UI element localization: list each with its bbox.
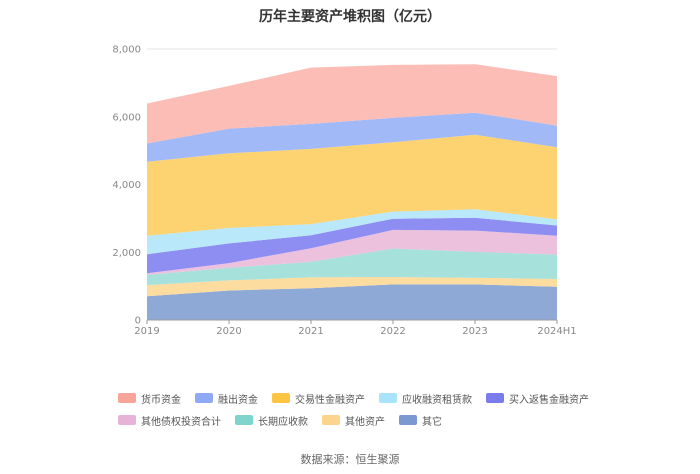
legend-swatch <box>118 393 136 403</box>
area-series <box>147 229 557 275</box>
y-tick-label: 4,000 <box>112 180 141 191</box>
legend-label: 融出资金 <box>218 394 258 406</box>
y-tick-label: 6,000 <box>112 112 141 123</box>
area-series <box>147 209 557 255</box>
legend-item[interactable]: 应收融资租赁款 <box>379 387 472 409</box>
area-series <box>147 277 557 297</box>
legend-swatch <box>486 393 504 403</box>
legend-item[interactable]: 买入返售金融资产 <box>486 387 589 409</box>
legend-label: 长期应收款 <box>258 416 308 428</box>
legend-label: 其它 <box>422 416 442 428</box>
axis-layer: 0 2,000 4,000 6,000 8,000 2019 2020 2021 2022 202… <box>112 45 576 338</box>
legend-swatch <box>272 393 290 403</box>
x-tick-label: 2019 <box>134 326 159 337</box>
x-tick-label: 2021 <box>298 326 323 337</box>
legend-label: 其他债权投资合计 <box>141 416 221 428</box>
area-series <box>147 64 557 144</box>
area-series <box>147 284 557 320</box>
area-layer <box>147 64 557 320</box>
legend-item[interactable]: 长期应收款 <box>235 409 308 431</box>
legend-swatch <box>322 415 340 425</box>
chart-title: 历年主要资产堆积图（亿元） <box>259 9 441 25</box>
x-tick-label: 2022 <box>380 326 405 337</box>
legend-swatch <box>235 415 253 425</box>
legend-item[interactable]: 融出资金 <box>195 387 258 409</box>
chart-legend: 货币资金 融出资金 交易性金融资产 应收融资租赁款 买入返售金融资产其他债权投资合计 长期… <box>118 387 638 431</box>
legend-item[interactable]: 其他资产 <box>322 409 385 431</box>
legend-label: 交易性金融资产 <box>295 394 365 406</box>
legend-item[interactable]: 交易性金融资产 <box>272 387 365 409</box>
area-series <box>147 217 557 274</box>
area-series <box>147 134 557 236</box>
legend-label: 买入返售金融资产 <box>509 394 589 406</box>
legend-row: 其他债权投资合计 长期应收款 其他资产 其它 <box>118 409 638 431</box>
x-tick-label: 2023 <box>462 326 487 337</box>
legend-item[interactable]: 其他债权投资合计 <box>118 409 221 431</box>
x-tick-label: 2020 <box>216 326 241 337</box>
legend-item[interactable]: 货币资金 <box>118 387 181 409</box>
legend-row: 货币资金 融出资金 交易性金融资产 应收融资租赁款 买入返售金融资产 <box>118 387 638 409</box>
legend-swatch <box>399 415 417 425</box>
legend-swatch <box>118 415 136 425</box>
legend-label: 其他资产 <box>345 416 385 428</box>
legend-swatch <box>195 393 213 403</box>
legend-swatch <box>379 393 397 403</box>
y-tick-label: 2,000 <box>112 248 141 259</box>
y-tick-label: 0 <box>135 316 141 327</box>
x-tick-label: 2024H1 <box>537 326 576 337</box>
data-source-note: 数据来源：恒生聚源 <box>300 453 400 466</box>
area-series <box>147 112 557 162</box>
legend-label: 货币资金 <box>141 394 181 406</box>
legend-label: 应收融资租赁款 <box>402 394 472 406</box>
area-series <box>147 248 557 286</box>
y-tick-label: 8,000 <box>112 45 141 56</box>
legend-item[interactable]: 其它 <box>399 409 442 431</box>
